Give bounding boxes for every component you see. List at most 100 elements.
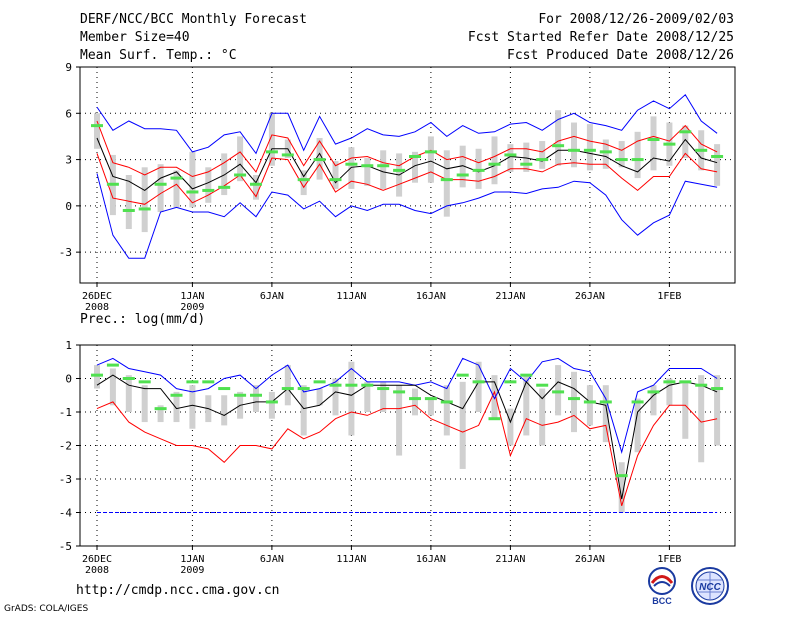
temp-mean-mark bbox=[106, 182, 119, 186]
prec-range-bar bbox=[523, 375, 530, 436]
forecast-range-label: For 2008/12/26-2009/02/03 bbox=[538, 12, 734, 27]
prec-range-bar bbox=[443, 385, 450, 436]
temp-mean-mark bbox=[552, 144, 565, 148]
prec-mean-mark bbox=[265, 400, 278, 404]
temp-mean-mark bbox=[520, 162, 533, 166]
prec-mean-mark bbox=[520, 373, 533, 377]
temp-range-bar bbox=[141, 167, 148, 233]
temp-mean-mark bbox=[377, 164, 390, 168]
produced-date-label: Fcst Produced Date 2008/12/26 bbox=[507, 48, 734, 63]
source-url[interactable]: http://cmdp.ncc.cma.gov.cn bbox=[76, 583, 280, 598]
prec-series-lower bbox=[96, 390, 718, 506]
temp-mean-mark bbox=[679, 130, 692, 134]
temp-mean-mark bbox=[631, 158, 644, 162]
prec-range-bar bbox=[332, 378, 339, 416]
temp-xtick-label: 21JAN bbox=[495, 291, 525, 302]
prec-range-bar bbox=[221, 395, 228, 426]
prec-range-bar bbox=[173, 391, 180, 423]
prec-mean-mark bbox=[234, 393, 247, 397]
prec-range-bar bbox=[571, 371, 577, 433]
temp-mean-mark bbox=[647, 138, 660, 142]
temp-series-upper bbox=[96, 120, 718, 178]
temp-mean-mark bbox=[488, 162, 501, 166]
prec-ytick-label: 1 bbox=[65, 339, 72, 352]
prec-xtick-label: 26DEC bbox=[82, 554, 112, 565]
bcc-logo-text: BCC bbox=[652, 596, 672, 606]
prec-mean-mark bbox=[631, 400, 644, 404]
temp-xtick-label: 26DEC bbox=[82, 291, 112, 302]
prec-range-bar bbox=[94, 365, 100, 389]
prec-mean-mark bbox=[91, 373, 103, 377]
temp-range-bar bbox=[94, 113, 100, 149]
prec-mean-mark bbox=[313, 380, 326, 384]
temp-range-bar bbox=[571, 122, 577, 168]
temp-mean-mark bbox=[218, 185, 231, 189]
temp-range-bar bbox=[221, 153, 228, 196]
prec-ytick-label: -2 bbox=[59, 440, 72, 453]
temp-range-bar bbox=[300, 170, 307, 196]
temp-range-bar bbox=[253, 175, 259, 200]
temp-mean-mark bbox=[456, 173, 469, 177]
prec-mean-mark bbox=[218, 387, 231, 391]
prec-ytick-label: -1 bbox=[59, 406, 72, 419]
temp-range-bar bbox=[586, 124, 593, 171]
temp-range-bar bbox=[618, 141, 625, 168]
prec-xtick-label: 1JAN bbox=[180, 554, 204, 565]
prec-mean-mark bbox=[106, 363, 119, 367]
prec-mean-mark bbox=[504, 380, 517, 384]
prec-range-bar bbox=[427, 398, 434, 416]
prec-mean-mark bbox=[536, 383, 549, 387]
prec-range-bar bbox=[650, 385, 657, 416]
prec-series-ens-max bbox=[96, 357, 718, 455]
prec-xtick-label: 16JAN bbox=[416, 554, 446, 565]
temp-xtick-label: 1FEB bbox=[657, 291, 681, 302]
prec-ytick-label: -5 bbox=[59, 540, 72, 553]
temp-mean-mark bbox=[265, 150, 278, 154]
temp-mean-mark bbox=[250, 182, 262, 186]
chart-title: DERF/NCC/BCC Monthly Forecast bbox=[80, 12, 307, 27]
temp-range-bar bbox=[682, 125, 689, 159]
prec-range-bar bbox=[157, 405, 164, 423]
temp-mean-mark bbox=[234, 173, 247, 177]
temp-mean-mark bbox=[409, 154, 421, 158]
prec-range-bar bbox=[253, 385, 259, 412]
temp-range-bar bbox=[491, 136, 498, 185]
temp-range-bar bbox=[268, 113, 275, 166]
temp-mean-mark bbox=[695, 148, 708, 152]
temp-range-bar bbox=[380, 150, 387, 189]
prec-range-bar bbox=[539, 388, 546, 446]
prec-range-bar bbox=[714, 375, 721, 446]
temp-mean-mark bbox=[91, 124, 103, 128]
temp-xtick-year: 2009 bbox=[180, 302, 204, 313]
prec-mean-mark bbox=[345, 383, 358, 387]
started-refer-label: Fcst Started Refer Date 2008/12/25 bbox=[467, 30, 734, 45]
prec-mean-mark bbox=[711, 387, 724, 391]
temp-mean-mark bbox=[154, 182, 167, 186]
prec-mean-mark bbox=[202, 380, 215, 384]
temp-mean-mark bbox=[536, 158, 549, 162]
prec-mean-mark bbox=[281, 387, 294, 391]
temp-range-bar bbox=[555, 110, 562, 166]
prec-mean-mark bbox=[568, 397, 580, 401]
temp-xtick-label: 11JAN bbox=[336, 291, 366, 302]
temp-plot-frame bbox=[79, 66, 736, 284]
prec-mean-mark bbox=[552, 390, 565, 394]
temp-series-ens-max bbox=[96, 94, 718, 155]
temp-range-bar bbox=[205, 167, 212, 203]
prec-range-bar bbox=[189, 385, 196, 429]
prec-mean-mark bbox=[329, 383, 342, 387]
prec-range-bar bbox=[459, 381, 466, 469]
temp-mean-mark bbox=[504, 153, 517, 157]
prec-range-bar bbox=[602, 385, 609, 443]
variable-label: Mean Surf. Temp.: °C bbox=[80, 48, 237, 63]
temp-xtick-year: 2008 bbox=[85, 302, 109, 313]
temp-mean-mark bbox=[297, 178, 310, 182]
prec-range-bar bbox=[380, 381, 387, 412]
temp-range-bar bbox=[443, 150, 450, 217]
prec-mean-mark bbox=[424, 397, 437, 401]
prec-range-bar bbox=[396, 385, 403, 456]
prec-range-bar bbox=[109, 368, 116, 406]
prec-range-bar bbox=[268, 391, 275, 419]
prec-mean-mark bbox=[186, 380, 199, 384]
